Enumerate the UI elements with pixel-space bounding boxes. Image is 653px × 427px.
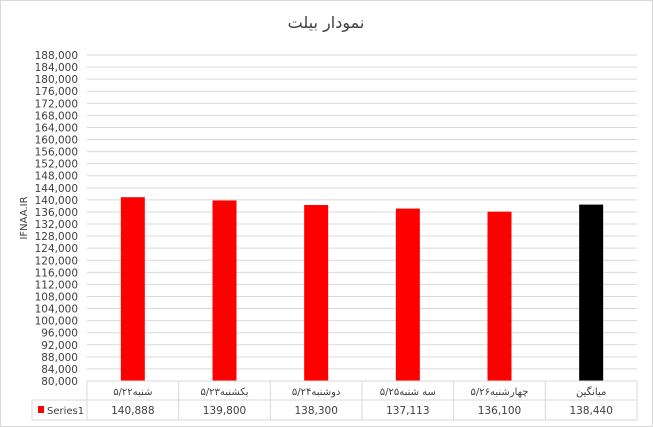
y-tick-label: 104,000: [35, 304, 78, 316]
y-tick-label: 140,000: [35, 195, 78, 207]
y-tick-label: 156,000: [35, 147, 78, 159]
y-tick-label: 128,000: [35, 231, 78, 243]
y-axis-label: IFNAA.IR: [19, 196, 30, 239]
legend-label: Series1: [47, 406, 84, 417]
y-tick-label: 172,000: [35, 98, 78, 110]
category-label: یکشنبه۵/۲۳: [200, 387, 248, 398]
legend-key: [38, 406, 44, 413]
chart-title: نمودار بیلت: [288, 13, 365, 33]
y-tick-label: 120,000: [35, 255, 78, 267]
category-label: چهارشنبه۵/۲۶: [471, 387, 529, 398]
bar: [487, 211, 512, 381]
bar: [395, 208, 420, 381]
bar: [579, 204, 604, 381]
y-tick-label: 100,000: [35, 316, 78, 328]
y-tick-label: 92,000: [41, 340, 78, 352]
y-tick-label: 116,000: [35, 267, 78, 279]
category-label: سه شنبه۵/۲۵: [380, 387, 436, 398]
bar: [304, 205, 329, 381]
data-label: 139,800: [203, 405, 246, 417]
data-label: 138,300: [294, 405, 337, 417]
y-tick-label: 164,000: [35, 122, 78, 134]
bar: [120, 197, 145, 381]
y-tick-label: 144,000: [35, 183, 78, 195]
category-label: شنبه۵/۲۲: [113, 387, 152, 398]
y-tick-label: 84,000: [41, 364, 78, 376]
y-tick-label: 88,000: [41, 352, 78, 364]
bar: [212, 200, 237, 381]
y-tick-label: 124,000: [35, 243, 78, 255]
y-tick-label: 176,000: [35, 86, 78, 98]
y-tick-label: 108,000: [35, 291, 78, 303]
data-label: 140,888: [111, 405, 154, 417]
y-tick-label: 96,000: [41, 328, 78, 340]
data-label: 138,440: [569, 405, 612, 417]
y-tick-label: 160,000: [35, 135, 78, 147]
y-tick-label: 112,000: [35, 279, 78, 291]
y-tick-label: 136,000: [35, 207, 78, 219]
y-tick-label: 80,000: [41, 376, 78, 388]
y-tick-label: 188,000: [35, 50, 78, 62]
category-label: میانگین: [576, 386, 606, 398]
y-tick-label: 184,000: [35, 62, 78, 74]
y-tick-label: 180,000: [35, 74, 78, 86]
y-tick-label: 132,000: [35, 219, 78, 231]
category-label: دوشنبه۵/۲۴: [292, 387, 341, 398]
data-label: 137,113: [386, 405, 429, 417]
y-tick-label: 168,000: [35, 110, 78, 122]
y-tick-label: 148,000: [35, 171, 78, 183]
data-label: 136,100: [478, 405, 521, 417]
y-tick-label: 152,000: [35, 159, 78, 171]
